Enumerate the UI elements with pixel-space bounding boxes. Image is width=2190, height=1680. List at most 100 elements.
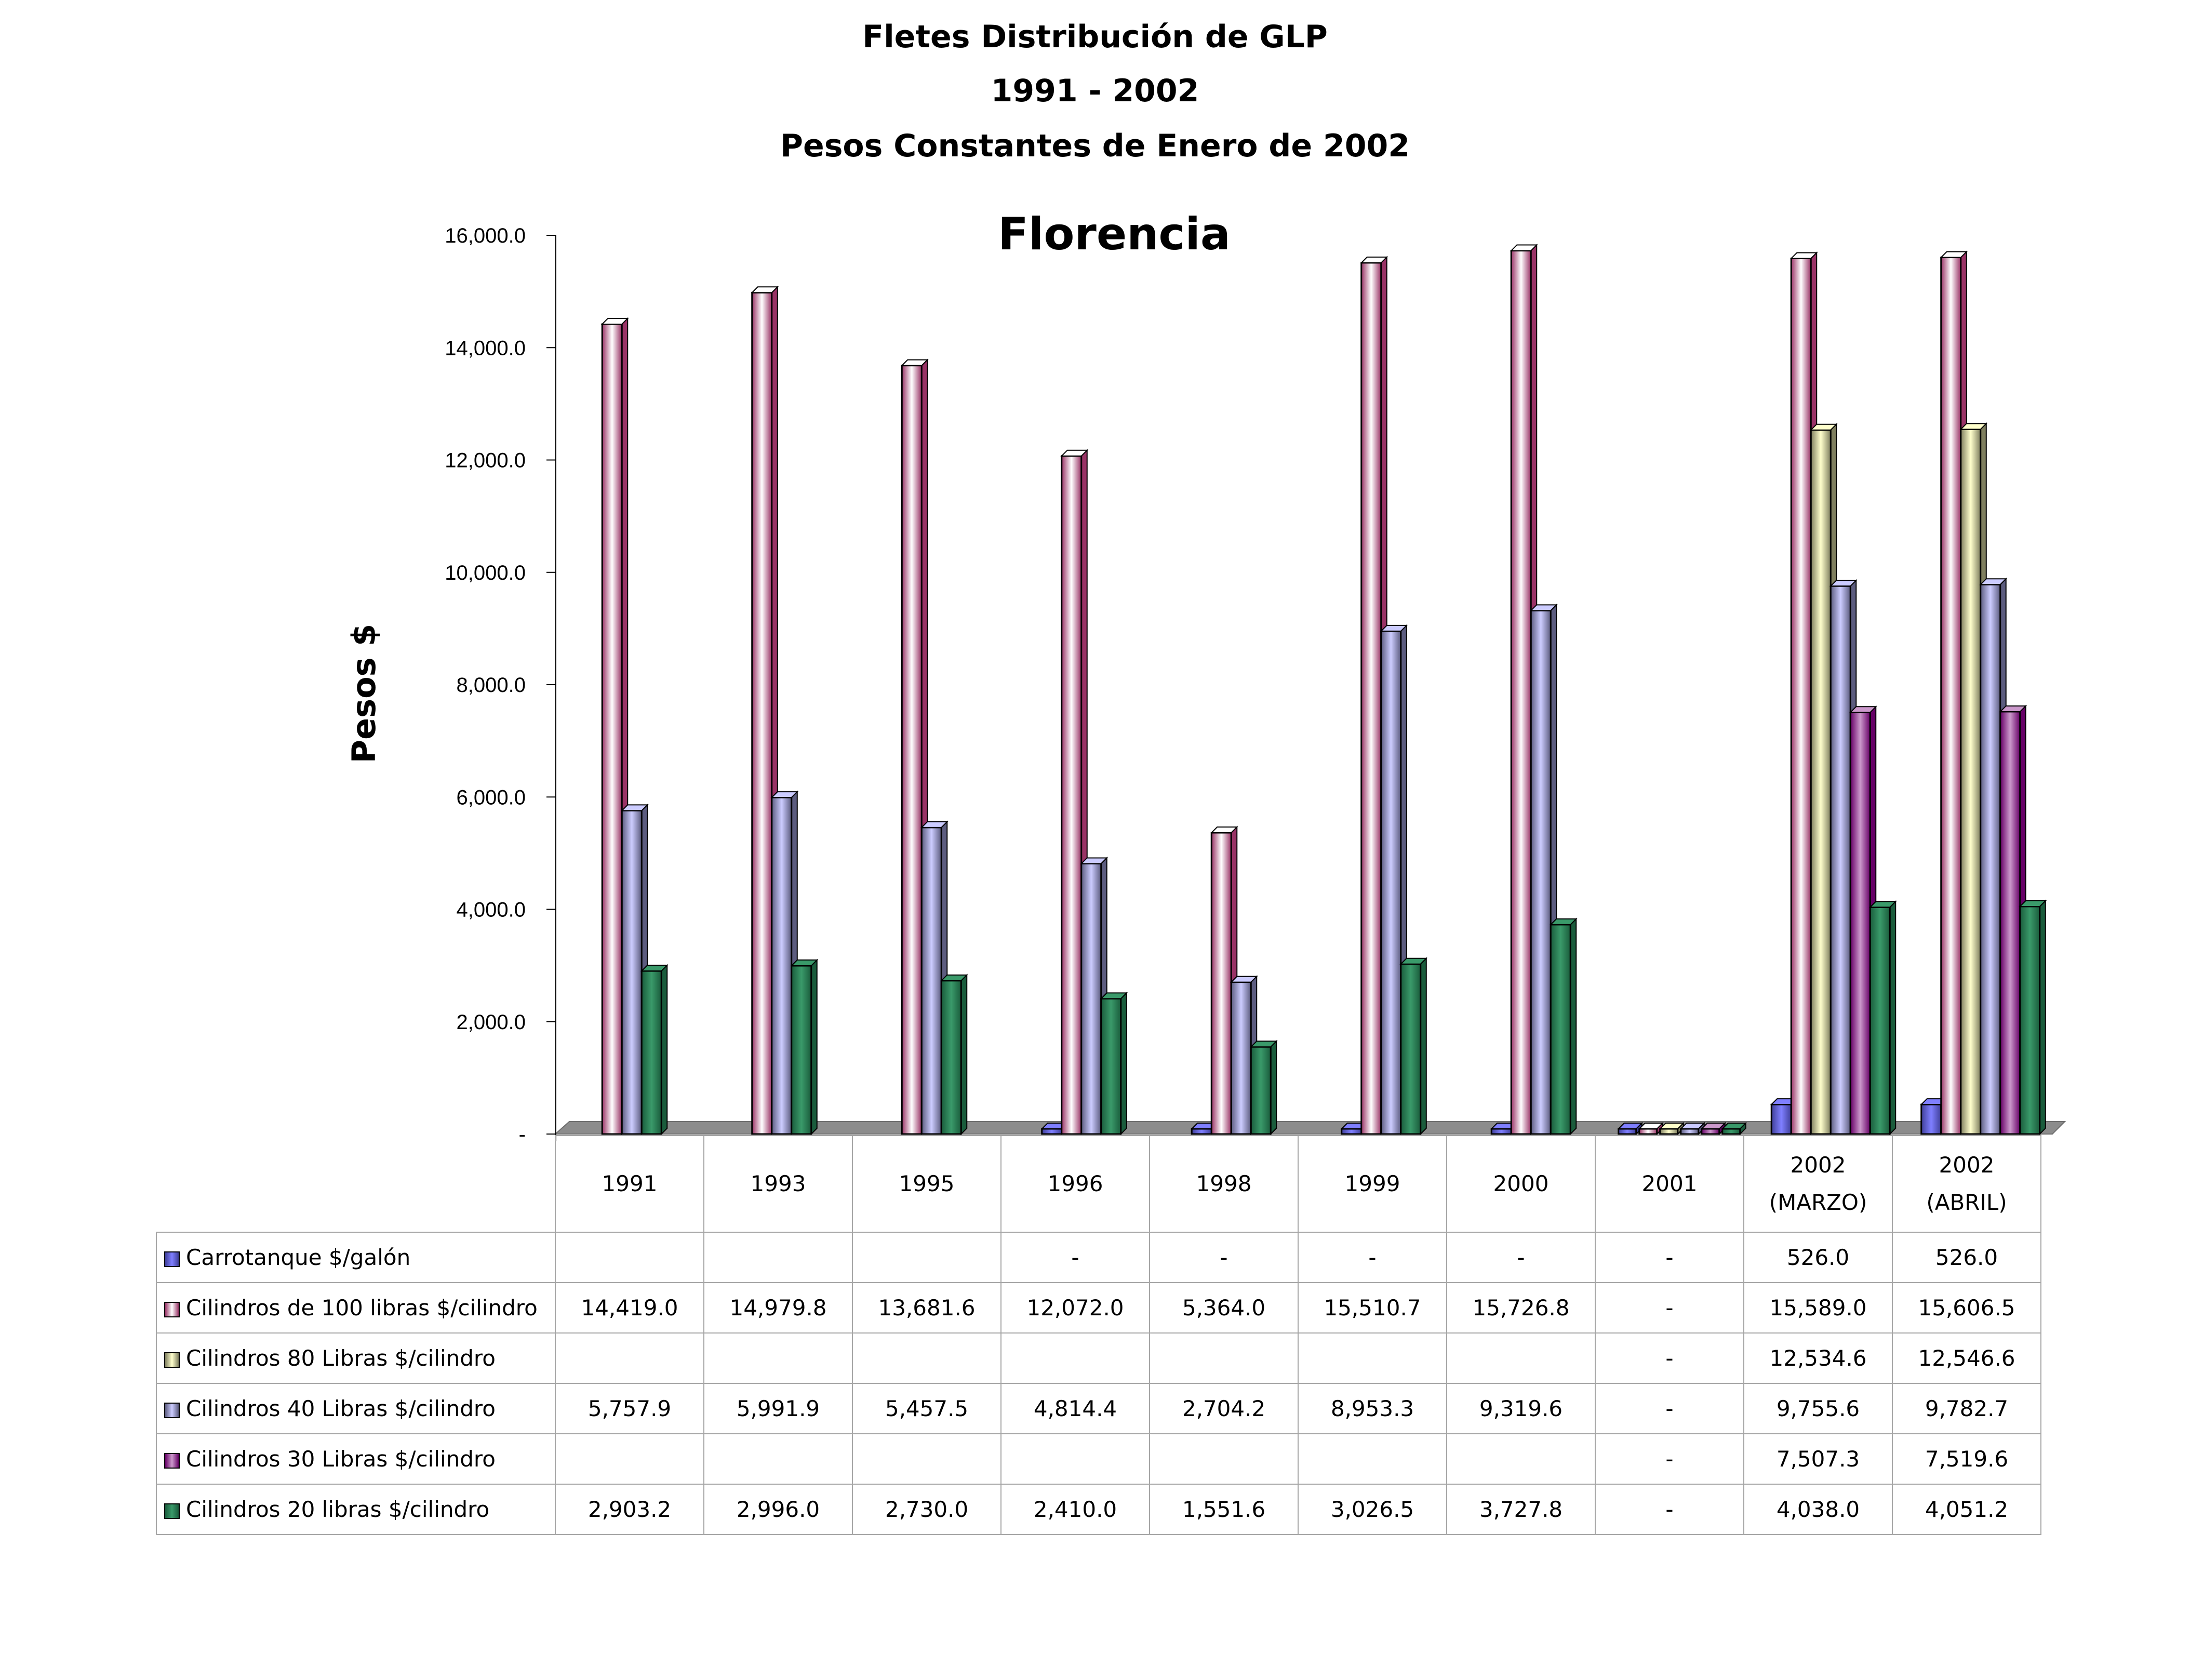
data-label: 15,726.8	[1446, 1282, 1596, 1334]
legend-swatch	[164, 1452, 180, 1469]
table-body: Carrotanque $/galón - - - - -526.0 526.0 Cilind…	[156, 1232, 2041, 1535]
table-category-header: 1998	[1149, 1135, 1299, 1233]
bar-5-3	[1100, 992, 1128, 1136]
data-label	[703, 1332, 853, 1384]
legend-swatch	[164, 1503, 180, 1519]
legend-label: Cilindros 80 Libras $/cilindro	[186, 1345, 496, 1371]
data-label	[1446, 1433, 1596, 1485]
y-tick-label: 8,000.0	[457, 674, 526, 697]
y-tick-label: 10,000.0	[445, 562, 526, 584]
table-category-header: 1996	[1000, 1135, 1150, 1233]
data-label: 2,996.0	[703, 1484, 853, 1535]
data-label: 3,026.5	[1298, 1484, 1447, 1535]
data-label: 2,730.0	[852, 1484, 1001, 1535]
chart-subtitle: Florencia	[998, 208, 1231, 260]
y-tick-label: 16,000.0	[445, 224, 526, 247]
data-label	[1149, 1332, 1299, 1384]
bar-1-2	[900, 358, 929, 1136]
category-label: (ABRIL)	[1926, 1190, 2007, 1215]
table-category-header: 1991	[555, 1135, 704, 1233]
data-label	[1446, 1332, 1596, 1384]
legend-label: Cilindros 20 libras $/cilindro	[186, 1497, 490, 1522]
bar-5-9	[2019, 899, 2047, 1136]
category-label: 2000	[1493, 1171, 1549, 1196]
table-category-header: 2002 (ABRIL)	[1892, 1135, 2041, 1233]
data-label: 15,589.0	[1743, 1282, 1893, 1334]
data-label	[852, 1433, 1001, 1485]
table-row: Cilindros de 100 libras $/cilindro 14,419…	[156, 1282, 2041, 1334]
data-label: 3,727.8	[1446, 1484, 1596, 1535]
bar-5-7	[1721, 1122, 1747, 1136]
data-label: 15,606.5	[1892, 1282, 2041, 1334]
data-label	[852, 1332, 1001, 1384]
data-label	[555, 1433, 704, 1485]
data-label: 5,757.9	[555, 1383, 704, 1434]
data-label: 7,519.6	[1892, 1433, 2041, 1485]
chart-title-line-1: Fletes Distribución de GLP	[862, 19, 1328, 55]
data-label: -	[1595, 1383, 1744, 1434]
table-row: Cilindros 30 Libras $/cilindro -7,507.3 7,…	[156, 1433, 2041, 1485]
data-label: 8,953.3	[1298, 1383, 1447, 1434]
category-label: 1991	[602, 1171, 658, 1196]
data-label: 4,038.0	[1743, 1484, 1893, 1535]
bar-chart: Florencia Pesos $ -2,000.04,000.06,000.0…	[345, 208, 2066, 1143]
data-label: 4,814.4	[1000, 1383, 1150, 1434]
data-label: 1,551.6	[1149, 1484, 1299, 1535]
data-label: 7,507.3	[1743, 1433, 1893, 1485]
bar-5-4	[1249, 1039, 1278, 1136]
legend-entry: Carrotanque $/galón	[156, 1232, 556, 1283]
data-label: 9,755.6	[1743, 1383, 1893, 1434]
table-corner	[156, 1136, 556, 1233]
category-label: 1998	[1196, 1171, 1252, 1196]
data-label	[1149, 1433, 1299, 1485]
legend-swatch	[164, 1402, 180, 1418]
legend-swatch	[164, 1251, 180, 1267]
data-label	[703, 1232, 853, 1283]
data-table: 1991 1993 1995 1996 1998 1999 2000 2001 2002 (MAR…	[156, 1135, 2041, 1535]
data-label: 12,546.6	[1892, 1332, 2041, 1384]
data-label: 5,991.9	[703, 1383, 853, 1434]
legend-label: Carrotanque $/galón	[186, 1245, 411, 1270]
data-label	[1298, 1433, 1447, 1485]
legend-label: Cilindros 40 Libras $/cilindro	[186, 1396, 496, 1421]
data-label: -	[1446, 1232, 1596, 1283]
table-category-header: 2001	[1595, 1135, 1744, 1233]
table-row: Cilindros 80 Libras $/cilindro -12,534.6 1…	[156, 1332, 2041, 1384]
table-row: Cilindros 20 libras $/cilindro 2,903.2 2,9…	[156, 1484, 2041, 1535]
table-row: Carrotanque $/galón - - - - -526.0 526.0	[156, 1232, 2041, 1283]
table-header-row: 1991 1993 1995 1996 1998 1999 2000 2001 2002 (MAR…	[156, 1135, 2041, 1233]
legend-entry: Cilindros de 100 libras $/cilindro	[156, 1282, 556, 1334]
table-category-header: 2002 (MARZO)	[1743, 1135, 1893, 1233]
bar-5-1	[790, 958, 819, 1136]
legend-label: Cilindros 30 Libras $/cilindro	[186, 1446, 496, 1472]
data-label: 526.0	[1892, 1232, 2041, 1283]
bar-1-7	[1638, 1122, 1664, 1136]
legend-entry: Cilindros 80 Libras $/cilindro	[156, 1332, 556, 1384]
table-row: Cilindros 40 Libras $/cilindro 5,757.9 5,9…	[156, 1383, 2041, 1434]
data-label	[1298, 1332, 1447, 1384]
data-label: 5,364.0	[1149, 1282, 1299, 1334]
data-label: 4,051.2	[1892, 1484, 2041, 1535]
data-label	[703, 1433, 853, 1485]
category-label: 2001	[1641, 1171, 1698, 1196]
data-label: -	[1595, 1232, 1744, 1283]
data-label: -	[1000, 1232, 1150, 1283]
legend-swatch	[164, 1352, 180, 1368]
data-label: 15,510.7	[1298, 1282, 1447, 1334]
data-label: -	[1298, 1232, 1447, 1283]
data-label: 526.0	[1743, 1232, 1893, 1283]
y-axis-label: Pesos $	[345, 624, 383, 764]
bar-1-4	[1210, 825, 1238, 1136]
data-label: 2,704.2	[1149, 1383, 1299, 1434]
legend-entry: Cilindros 30 Libras $/cilindro	[156, 1433, 556, 1485]
table-category-header: 1995	[852, 1135, 1001, 1233]
bar-3-7	[1679, 1122, 1706, 1136]
data-label: 12,534.6	[1743, 1332, 1893, 1384]
data-label: 13,681.6	[852, 1282, 1001, 1334]
data-label: -	[1595, 1484, 1744, 1535]
category-label: 2002	[1790, 1152, 1846, 1178]
data-label: 12,072.0	[1000, 1282, 1150, 1334]
bar-5-5	[1399, 957, 1428, 1136]
category-label: 1993	[750, 1171, 806, 1196]
legend-swatch	[164, 1301, 180, 1317]
